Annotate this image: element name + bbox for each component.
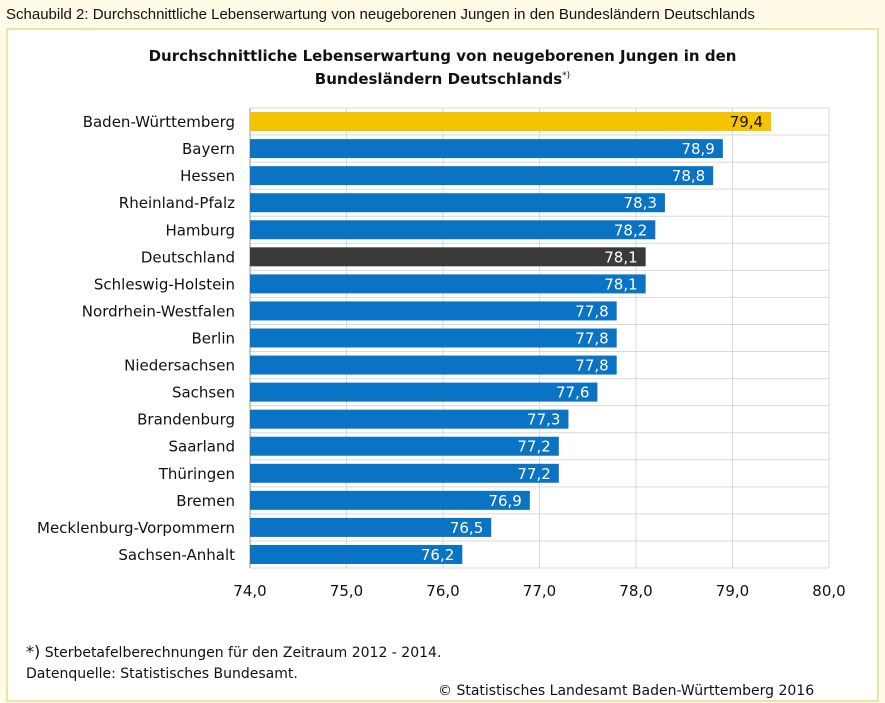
- category-label: Sachsen: [172, 384, 235, 402]
- bar-value-label: 78,9: [681, 140, 714, 158]
- bar-value-label: 77,8: [575, 302, 608, 320]
- bar-value-label: 79,4: [730, 113, 763, 131]
- category-label: Nordrhein-Westfalen: [82, 302, 235, 320]
- bar-value-label: 78,1: [604, 248, 637, 266]
- x-tick-label: 79,0: [716, 582, 749, 600]
- bar-value-label: 77,8: [575, 330, 608, 348]
- bar-value-label: 76,9: [488, 492, 521, 510]
- category-label: Bremen: [176, 492, 235, 510]
- bar: [250, 301, 617, 321]
- bar: [250, 139, 723, 159]
- bar: [250, 112, 772, 132]
- category-label: Hessen: [180, 167, 235, 185]
- bar-value-label: 77,3: [527, 411, 560, 429]
- bar-value-label: 77,6: [556, 384, 589, 402]
- chart-title-footnote-mark: *): [562, 71, 571, 81]
- bar-value-label: 76,2: [421, 546, 454, 564]
- bar: [250, 247, 646, 267]
- bar: [250, 274, 646, 294]
- category-label: Niedersachsen: [124, 357, 235, 375]
- bar: [250, 220, 656, 240]
- bar: [250, 382, 598, 402]
- bar: [250, 490, 530, 510]
- x-tick-label: 78,0: [619, 582, 652, 600]
- copyright: © Statistisches Landesamt Baden-Württemb…: [438, 683, 815, 699]
- bar-value-label: 77,2: [517, 438, 550, 456]
- bar-value-label: 78,1: [604, 275, 637, 293]
- category-label: Berlin: [191, 330, 235, 348]
- chart-title-line2: Bundesländern Deutschlands: [314, 70, 563, 88]
- bar-value-label: 78,2: [614, 221, 647, 239]
- figure-caption: Schaubild 2: Durchschnittliche Lebenserw…: [6, 6, 755, 23]
- x-tick-label: 77,0: [523, 582, 556, 600]
- category-label: Mecklenburg-Vorpommern: [37, 519, 235, 537]
- bar: [250, 166, 714, 186]
- bar: [250, 328, 617, 348]
- footnote-mark: *): [26, 642, 41, 661]
- category-label: Saarland: [169, 438, 235, 456]
- chart-title-line1: Durchschnittliche Lebenserwartung von ne…: [148, 47, 737, 65]
- bar: [250, 544, 463, 564]
- x-tick-label: 75,0: [330, 582, 363, 600]
- category-label: Schleswig-Holstein: [94, 275, 235, 293]
- category-label: Thüringen: [158, 465, 235, 483]
- bar-value-label: 77,2: [517, 465, 550, 483]
- bar: [250, 517, 492, 537]
- category-label: Baden-Württemberg: [83, 113, 235, 131]
- bar: [250, 463, 559, 483]
- bar-value-label: 78,3: [624, 194, 657, 212]
- chart-title: Durchschnittliche Lebenserwartung von ne…: [0, 46, 885, 89]
- category-label: Sachsen-Anhalt: [118, 546, 235, 564]
- x-tick-label: 80,0: [812, 582, 845, 600]
- data-source: Datenquelle: Statistisches Bundesamt.: [26, 666, 298, 682]
- x-tick-label: 76,0: [426, 582, 459, 600]
- category-label: Bayern: [182, 140, 235, 158]
- category-label: Hamburg: [165, 221, 235, 239]
- bar: [250, 409, 569, 429]
- category-label: Rheinland-Pfalz: [119, 194, 235, 212]
- footnote: *) Sterbetafelberechnungen für den Zeitr…: [26, 642, 441, 661]
- bar: [250, 193, 665, 213]
- bar-value-label: 76,5: [450, 519, 483, 537]
- bar: [250, 355, 617, 375]
- category-label: Brandenburg: [137, 411, 235, 429]
- category-label: Deutschland: [141, 248, 235, 266]
- bar: [250, 436, 559, 456]
- x-tick-label: 74,0: [233, 582, 266, 600]
- bar-value-label: 78,8: [672, 167, 705, 185]
- footnote-text: Sterbetafelberechnungen für den Zeitraum…: [40, 645, 442, 661]
- bar-value-label: 77,8: [575, 357, 608, 375]
